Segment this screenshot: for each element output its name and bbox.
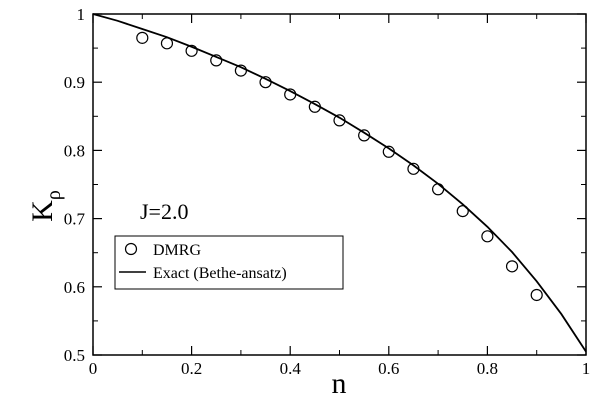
y-axis-ticks: 0.5 0.6 0.7 0.8 0.9 1 [64, 5, 586, 365]
legend: DMRG Exact (Bethe-ansatz) [114, 235, 344, 290]
dmrg-point [333, 114, 346, 127]
y-tick-label: 0.5 [64, 346, 85, 365]
x-tick-label: 1 [582, 359, 591, 378]
dmrg-point [308, 100, 321, 113]
dmrg-point [259, 76, 272, 89]
y-axis-title: Kρ [26, 190, 65, 222]
legend-box [114, 235, 344, 290]
dmrg-point [407, 162, 420, 175]
x-tick-label: 0.6 [378, 359, 399, 378]
dmrg-point [530, 288, 543, 302]
dmrg-point [185, 44, 198, 57]
x-tick-label: 0 [89, 359, 98, 378]
x-axis-title: n [332, 367, 347, 400]
y-tick-label: 0.8 [64, 141, 85, 160]
exact-bethe-ansatz-line [92, 13, 587, 353]
dmrg-point [358, 129, 371, 142]
dmrg-point [284, 88, 297, 101]
y-axis-title-main: K [26, 200, 59, 222]
dmrg-point [234, 64, 247, 77]
dmrg-point [160, 37, 174, 50]
svg-text:Kρ: Kρ [26, 190, 65, 222]
x-tick-label: 0.2 [181, 359, 202, 378]
plot-frame [92, 13, 587, 356]
y-tick-label: 1 [77, 5, 86, 24]
legend-label-dmrg: DMRG [153, 242, 201, 259]
dmrg-point [481, 230, 494, 243]
y-axis-title-sub: ρ [43, 190, 65, 200]
dmrg-point [456, 204, 469, 218]
dmrg-point [505, 260, 519, 273]
dmrg-point [210, 54, 223, 67]
y-tick-label: 0.9 [64, 73, 85, 92]
dmrg-point [382, 145, 395, 158]
dmrg-point [136, 31, 149, 44]
y-tick-label: 0.7 [64, 210, 86, 229]
x-tick-label: 0.4 [280, 359, 302, 378]
x-axis-ticks: 0 0.2 0.4 0.6 0.8 1 [89, 14, 591, 378]
y-tick-label: 0.6 [64, 278, 85, 297]
dmrg-point [432, 183, 445, 196]
legend-circle-marker [124, 242, 138, 256]
annotation-j: J=2.0 [140, 199, 188, 224]
legend-label-exact: Exact (Bethe-ansatz) [153, 265, 287, 282]
dmrg-points [136, 31, 543, 302]
x-tick-label: 0.8 [477, 359, 498, 378]
